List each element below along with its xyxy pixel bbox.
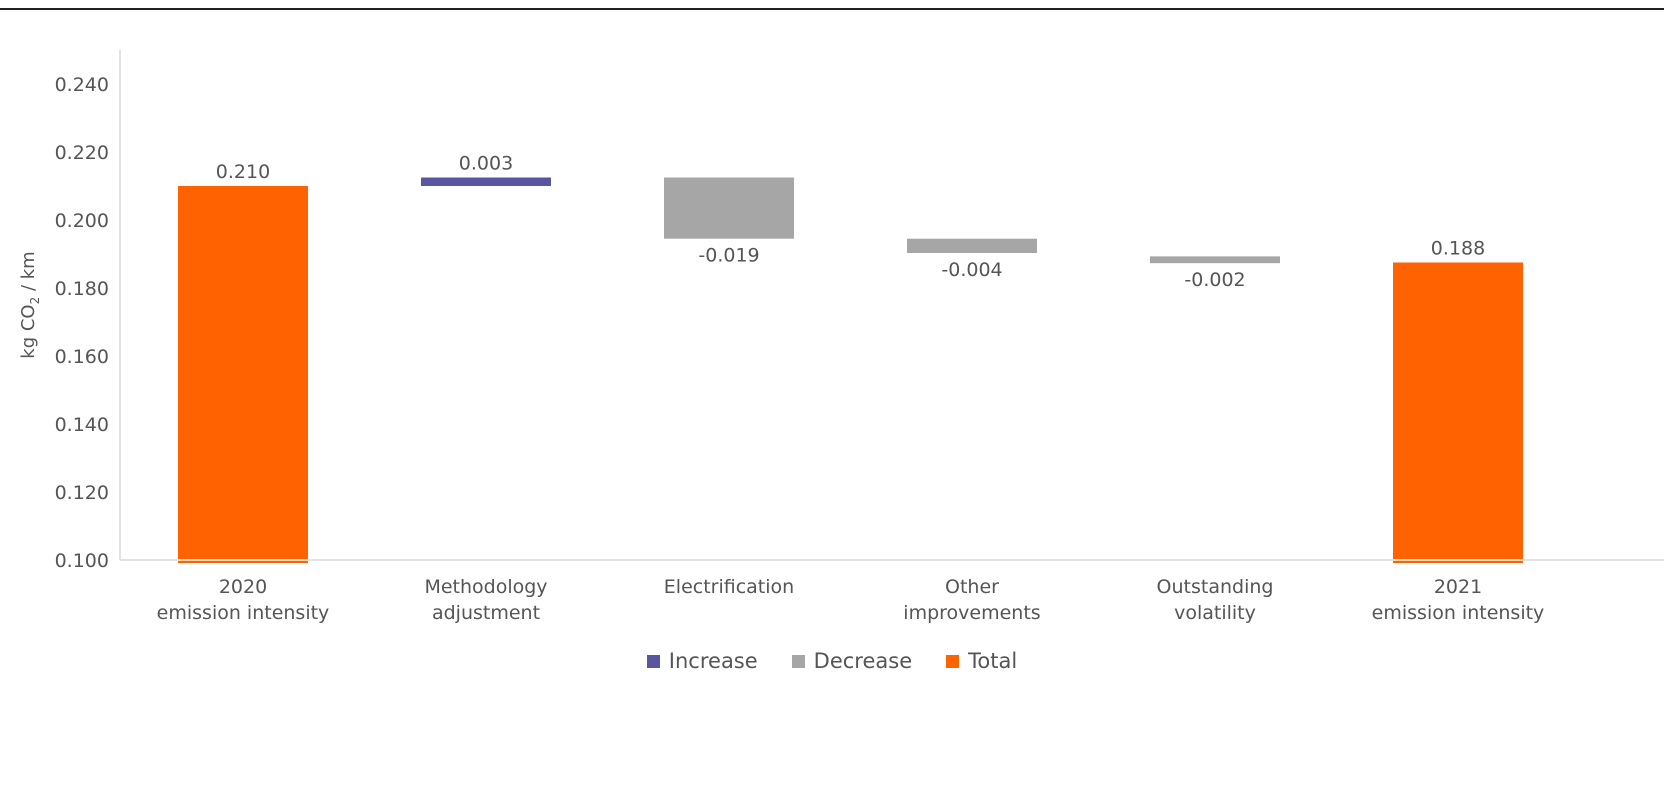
bar-total [178, 186, 308, 563]
legend-swatch-increase [646, 654, 660, 668]
bars [178, 177, 1523, 563]
data-label: -0.019 [698, 245, 759, 267]
y-tick-label: 0.140 [55, 414, 109, 436]
y-tick-label: 0.220 [55, 142, 109, 164]
category-label: Electrification [664, 576, 794, 598]
category-label: 2020 emission intensity [157, 576, 330, 624]
data-labels: 0.210 0.003 -0.019 -0.004 -0.002 0.188 [216, 153, 1485, 292]
top-rule [0, 8, 1664, 10]
y-tick-label: 0.200 [55, 210, 109, 232]
y-axis-title-main: kg CO [18, 304, 39, 358]
bar-decrease [1150, 256, 1280, 264]
legend-item-decrease: Decrease [791, 649, 913, 673]
waterfall-chart: 0.100 0.120 0.140 0.160 0.180 0.200 0.220 0.240… [18, 50, 1664, 624]
y-tick-label: 0.180 [55, 278, 109, 300]
legend-swatch-total [946, 654, 960, 668]
legend-item-increase: Increase [646, 649, 758, 673]
legend-swatch-decrease [791, 654, 805, 668]
y-tick-label: 0.240 [55, 74, 109, 96]
category-label: Outstanding volatility [1157, 576, 1274, 624]
category-labels: 2020 emission intensity Methodology adjustm… [157, 576, 1545, 624]
data-label: 0.003 [459, 153, 513, 175]
data-label: -0.004 [941, 259, 1002, 281]
legend-label-decrease: Decrease [813, 649, 913, 673]
y-tick-label: 0.100 [55, 550, 109, 572]
legend: Increase Decrease Total [0, 649, 1664, 673]
y-tick-label: 0.120 [55, 482, 109, 504]
category-label: Methodology adjustment [424, 576, 547, 624]
legend-item-total: Total [946, 649, 1017, 673]
y-axis-title-suffix: / km [18, 251, 39, 296]
bar-total [1393, 262, 1523, 563]
bar-decrease [907, 238, 1037, 253]
data-label: -0.002 [1184, 269, 1245, 291]
y-axis: 0.100 0.120 0.140 0.160 0.180 0.200 0.220 0.240 [55, 50, 121, 572]
bar-increase [421, 177, 551, 186]
legend-label-increase: Increase [668, 649, 758, 673]
data-label: 0.210 [216, 161, 270, 183]
category-label: Other improvements [903, 576, 1040, 624]
y-axis-title: kg CO2 / km [18, 251, 42, 358]
data-label: 0.188 [1431, 238, 1485, 260]
y-tick-label: 0.160 [55, 346, 109, 368]
y-axis-title-subscript: 2 [28, 297, 42, 305]
category-label: 2021 emission intensity [1372, 576, 1545, 624]
legend-label-total: Total [968, 649, 1018, 673]
bar-decrease [664, 177, 794, 239]
